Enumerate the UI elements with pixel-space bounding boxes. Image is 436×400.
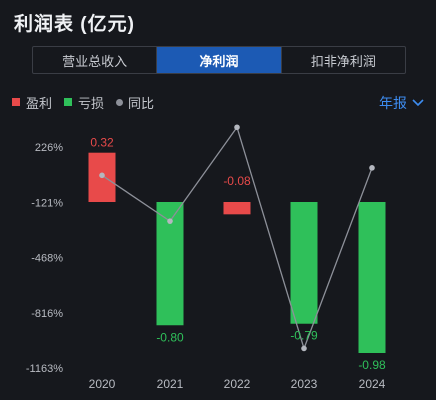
legend-yoy-label: 同比 — [128, 95, 155, 111]
profit-swatch — [12, 98, 20, 106]
data-label: 0.32 — [90, 136, 114, 150]
legend-yoy: 同比 — [116, 93, 154, 112]
y-tick-label: 226% — [35, 142, 63, 154]
data-label: -0.08 — [223, 174, 251, 188]
yoy-point — [234, 124, 240, 131]
yoy-point — [301, 345, 307, 352]
x-tick-label: 2021 — [157, 377, 184, 391]
x-tick-label: 2020 — [89, 377, 116, 391]
bar — [358, 202, 386, 353]
legend-profit-label: 盈利 — [26, 95, 53, 111]
yoy-point — [99, 172, 105, 179]
data-label: -0.79 — [290, 329, 318, 343]
x-tick-label: 2024 — [359, 377, 386, 391]
tab-revenue[interactable]: 营业总收入 — [62, 53, 128, 69]
period-selector[interactable]: 年报 — [379, 93, 424, 113]
tab-net-profit[interactable]: 净利润 — [156, 47, 281, 73]
bar — [223, 202, 251, 215]
loss-swatch — [64, 98, 73, 106]
data-label: -0.80 — [156, 330, 184, 344]
yoy-point — [167, 218, 173, 224]
metric-tabs: 营业总收入 净利润 扣非净利润 — [32, 46, 406, 74]
legend-profit: 盈利 — [12, 93, 52, 112]
y-tick-label: -816% — [31, 308, 63, 320]
x-tick-label: 2022 — [224, 377, 251, 391]
page-title: 利润表 (亿元) — [14, 14, 135, 35]
y-tick-label: -121% — [31, 197, 63, 209]
data-label: -0.98 — [358, 358, 386, 372]
yoy-point — [369, 165, 375, 171]
y-tick-label: -468% — [31, 253, 63, 265]
chart-legend: 盈利 亏损 同比 — [12, 93, 166, 111]
legend-loss-label: 亏损 — [78, 95, 105, 111]
chevron-down-icon — [412, 99, 424, 107]
bar — [290, 202, 318, 324]
yoy-swatch — [116, 98, 124, 106]
tab-deducted-net-profit[interactable]: 扣非净利润 — [280, 47, 405, 73]
yoy-line — [101, 125, 373, 351]
y-tick-label: -1163% — [26, 363, 63, 375]
legend-loss: 亏损 — [64, 93, 104, 112]
x-tick-label: 2023 — [291, 377, 318, 391]
period-label: 年报 — [379, 95, 407, 111]
